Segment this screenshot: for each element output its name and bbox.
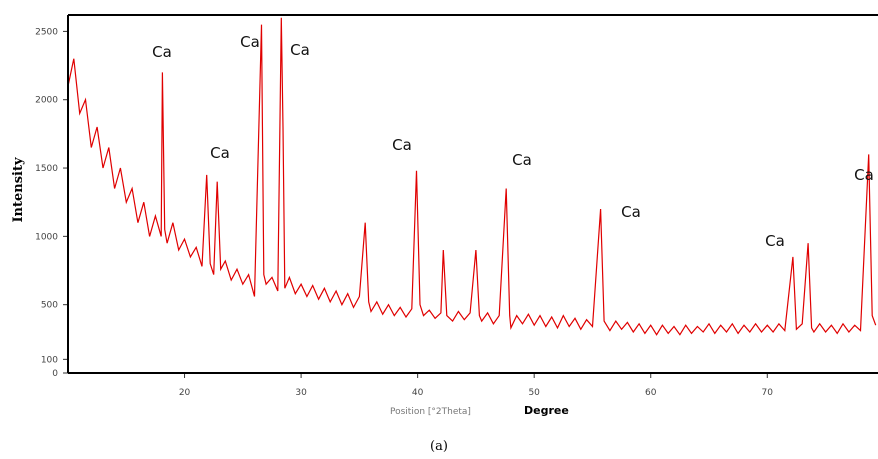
y-tick-label: 2000 (35, 96, 58, 106)
y-tick-label: 1500 (35, 164, 58, 174)
spectrum-line (67, 17, 877, 336)
y-tick-label: 1000 (35, 232, 58, 242)
peak-annotation: Ca (240, 33, 260, 51)
x-axis-unit: Degree (524, 404, 569, 417)
x-tick-label: 70 (762, 388, 774, 398)
peak-annotation: Ca (854, 166, 874, 184)
caption: (a) (430, 439, 448, 454)
x-tick-label: 60 (645, 388, 657, 398)
y-tick-label: 0 (52, 369, 58, 379)
y-tick-label: 100 (41, 355, 58, 365)
y-tick-label: 500 (41, 301, 58, 311)
x-axis-label: Position [°2Theta] (390, 407, 471, 417)
y-axis-label: Intensity (11, 157, 26, 223)
peak-annotation: Ca (290, 41, 310, 59)
x-tick-label: 20 (179, 388, 191, 398)
peak-annotation: Ca (392, 136, 412, 154)
peak-annotation: Ca (512, 151, 532, 169)
peak-annotation: Ca (210, 144, 230, 162)
x-tick-label: 50 (528, 388, 540, 398)
peak-annotation: Ca (621, 203, 641, 221)
y-tick-label: 2500 (35, 27, 58, 37)
peak-annotation: Ca (152, 43, 172, 61)
x-tick-label: 30 (295, 388, 307, 398)
peak-annotation: Ca (765, 232, 785, 250)
x-tick-label: 40 (412, 388, 424, 398)
